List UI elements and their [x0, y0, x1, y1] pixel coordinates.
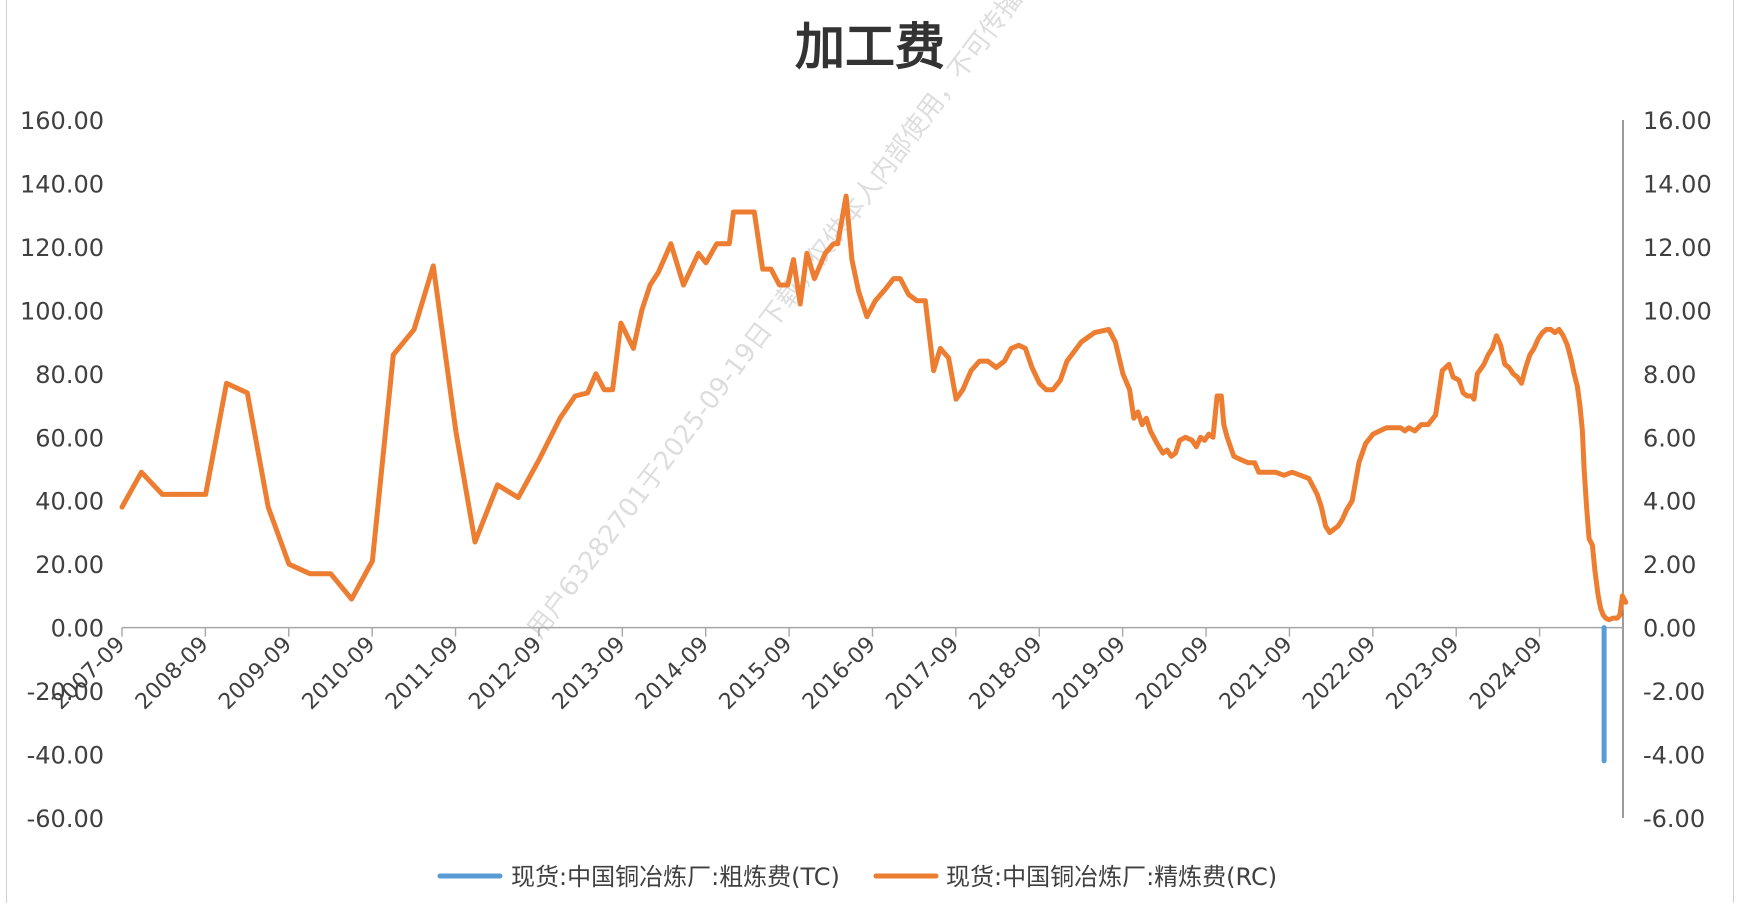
x-tick-label: 2024-09 — [1465, 632, 1548, 715]
right-tick-label: 8.00 — [1643, 361, 1696, 389]
legend-label-tc: 现货:中国铜冶炼厂:粗炼费(TC) — [511, 863, 840, 891]
chart-title: 加工费 — [795, 18, 945, 76]
x-tick-label: 2013-09 — [548, 632, 631, 715]
left-tick-label: 120.00 — [20, 234, 104, 262]
right-tick-label: -2.00 — [1643, 678, 1705, 706]
x-tick-label: 2020-09 — [1132, 632, 1215, 715]
left-tick-label: 60.00 — [35, 424, 104, 452]
right-tick-label: -4.00 — [1643, 742, 1705, 770]
left-tick-label: -20.00 — [27, 678, 104, 706]
right-axis-ticks: 16.00 14.00 12.00 10.00 8.00 6.00 4.00 2.00 0.00… — [1643, 107, 1712, 833]
x-tick-label: 2009-09 — [214, 632, 297, 715]
left-tick-label: 20.00 — [35, 551, 104, 579]
x-tick-label: 2021-09 — [1215, 632, 1298, 715]
left-tick-label: 100.00 — [20, 297, 104, 325]
x-tick-label: 2017-09 — [881, 632, 964, 715]
left-tick-label: -40.00 — [27, 742, 104, 770]
x-axis-ticks: 2007-09 2008-09 2009-09 2010-09 2011-09 2012-… — [48, 627, 1548, 715]
left-tick-label: 140.00 — [20, 170, 104, 198]
right-tick-label: 0.00 — [1643, 615, 1696, 643]
legend: 现货:中国铜冶炼厂:粗炼费(TC) 现货:中国铜冶炼厂:精炼费(RC) — [437, 863, 1277, 891]
legend-label-rc: 现货:中国铜冶炼厂:精炼费(RC) — [946, 863, 1277, 891]
x-tick-label: 2022-09 — [1298, 632, 1381, 715]
left-tick-label: 40.00 — [35, 488, 104, 516]
right-tick-label: 16.00 — [1643, 107, 1712, 135]
x-tick-label: 2010-09 — [298, 632, 381, 715]
left-tick-label: 80.00 — [35, 361, 104, 389]
left-border — [6, 0, 7, 903]
right-border — [1733, 0, 1734, 903]
series-line-rc — [119, 193, 1629, 623]
watermark-text: 用户63282701于2025-09-19日下载，仅供本人内部使用，不可传播与转 — [522, 0, 1061, 644]
right-tick-label: 12.00 — [1643, 234, 1712, 262]
left-axis-ticks: 160.00 140.00 120.00 100.00 80.00 60.00 40.00 2… — [20, 107, 104, 833]
right-tick-label: 10.00 — [1643, 297, 1712, 325]
x-tick-label: 2008-09 — [131, 632, 214, 715]
x-tick-label: 2019-09 — [1048, 632, 1131, 715]
left-tick-label: 160.00 — [20, 107, 104, 135]
right-tick-label: 2.00 — [1643, 551, 1696, 579]
x-tick-label: 2011-09 — [381, 632, 464, 715]
x-tick-label: 2012-09 — [464, 632, 547, 715]
x-tick-label: 2023-09 — [1382, 632, 1465, 715]
left-tick-label: 0.00 — [51, 615, 104, 643]
x-tick-label: 2018-09 — [965, 632, 1048, 715]
x-tick-label: 2016-09 — [798, 632, 881, 715]
right-tick-label: 4.00 — [1643, 488, 1696, 516]
series-layer — [119, 193, 1629, 764]
x-tick-label: 2015-09 — [715, 632, 798, 715]
right-tick-label: 14.00 — [1643, 170, 1712, 198]
left-tick-label: -60.00 — [27, 805, 104, 833]
right-tick-label: -6.00 — [1643, 805, 1705, 833]
right-tick-label: 6.00 — [1643, 424, 1696, 452]
x-tick-label: 2014-09 — [631, 632, 714, 715]
